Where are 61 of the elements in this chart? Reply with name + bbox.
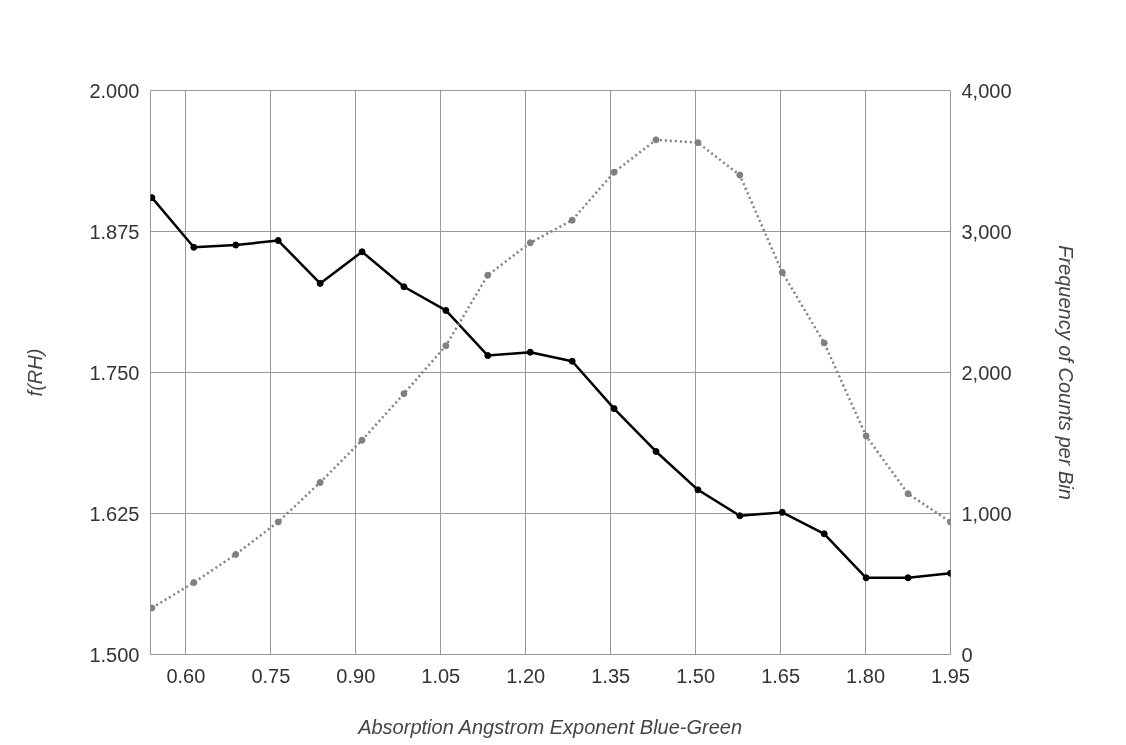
point — [150, 604, 156, 612]
x-tick-label: 1.05 — [421, 664, 461, 687]
y2-tick-label: 3,000 — [961, 220, 1012, 243]
point — [190, 579, 198, 587]
point — [694, 486, 702, 494]
x-tick-label: 0.75 — [251, 664, 291, 687]
point — [652, 447, 660, 455]
point — [904, 490, 912, 498]
point — [442, 306, 450, 314]
point — [442, 342, 450, 350]
x-tick-label: 1.35 — [591, 664, 631, 687]
y2-tick-label: 4,000 — [961, 79, 1012, 102]
point — [652, 136, 660, 144]
point — [820, 339, 828, 347]
y2-tick-label: 1,000 — [961, 502, 1012, 525]
y-tick-label: 2.000 — [89, 79, 140, 102]
point — [232, 550, 240, 558]
y-tick-label: 1.500 — [89, 643, 140, 666]
y2-axis-title: Frequency of Counts per Bin — [1054, 245, 1077, 500]
point — [778, 268, 786, 276]
point — [232, 241, 240, 249]
x-tick-label: 1.65 — [761, 664, 801, 687]
y-tick-label: 1.875 — [89, 220, 140, 243]
x-tick-label: 0.60 — [166, 664, 206, 687]
x-tick-label: 1.80 — [846, 664, 886, 687]
point — [736, 171, 744, 179]
y2-tick-label: 0 — [961, 643, 973, 666]
point — [484, 271, 492, 279]
point — [400, 390, 408, 398]
x-axis-title: Absorption Angstrom Exponent Blue-Green — [357, 715, 743, 738]
y2-tick-label: 2,000 — [961, 361, 1012, 384]
point — [526, 348, 534, 356]
point — [736, 512, 744, 520]
point — [568, 357, 576, 365]
point — [904, 574, 912, 582]
point — [526, 239, 534, 247]
x-tick-label: 1.50 — [676, 664, 716, 687]
point — [316, 478, 324, 486]
point — [568, 216, 576, 224]
x-tick-label: 1.20 — [506, 664, 546, 687]
y-axis-title: f(RH) — [24, 348, 47, 397]
point — [274, 518, 282, 526]
point — [610, 168, 618, 176]
point — [358, 436, 366, 444]
point — [694, 139, 702, 147]
point — [150, 194, 156, 202]
point — [862, 574, 870, 582]
point — [358, 248, 366, 256]
x-tick-label: 1.95 — [931, 664, 970, 687]
point — [778, 508, 786, 516]
x-tick-label: 0.90 — [336, 664, 376, 687]
point — [484, 352, 492, 360]
y-tick-label: 1.750 — [89, 361, 140, 384]
point — [862, 432, 870, 440]
point — [610, 405, 618, 413]
point — [400, 283, 408, 291]
y-tick-label: 1.625 — [89, 502, 140, 525]
point — [820, 530, 828, 538]
point — [190, 243, 198, 251]
point — [274, 237, 282, 245]
point — [316, 279, 324, 287]
